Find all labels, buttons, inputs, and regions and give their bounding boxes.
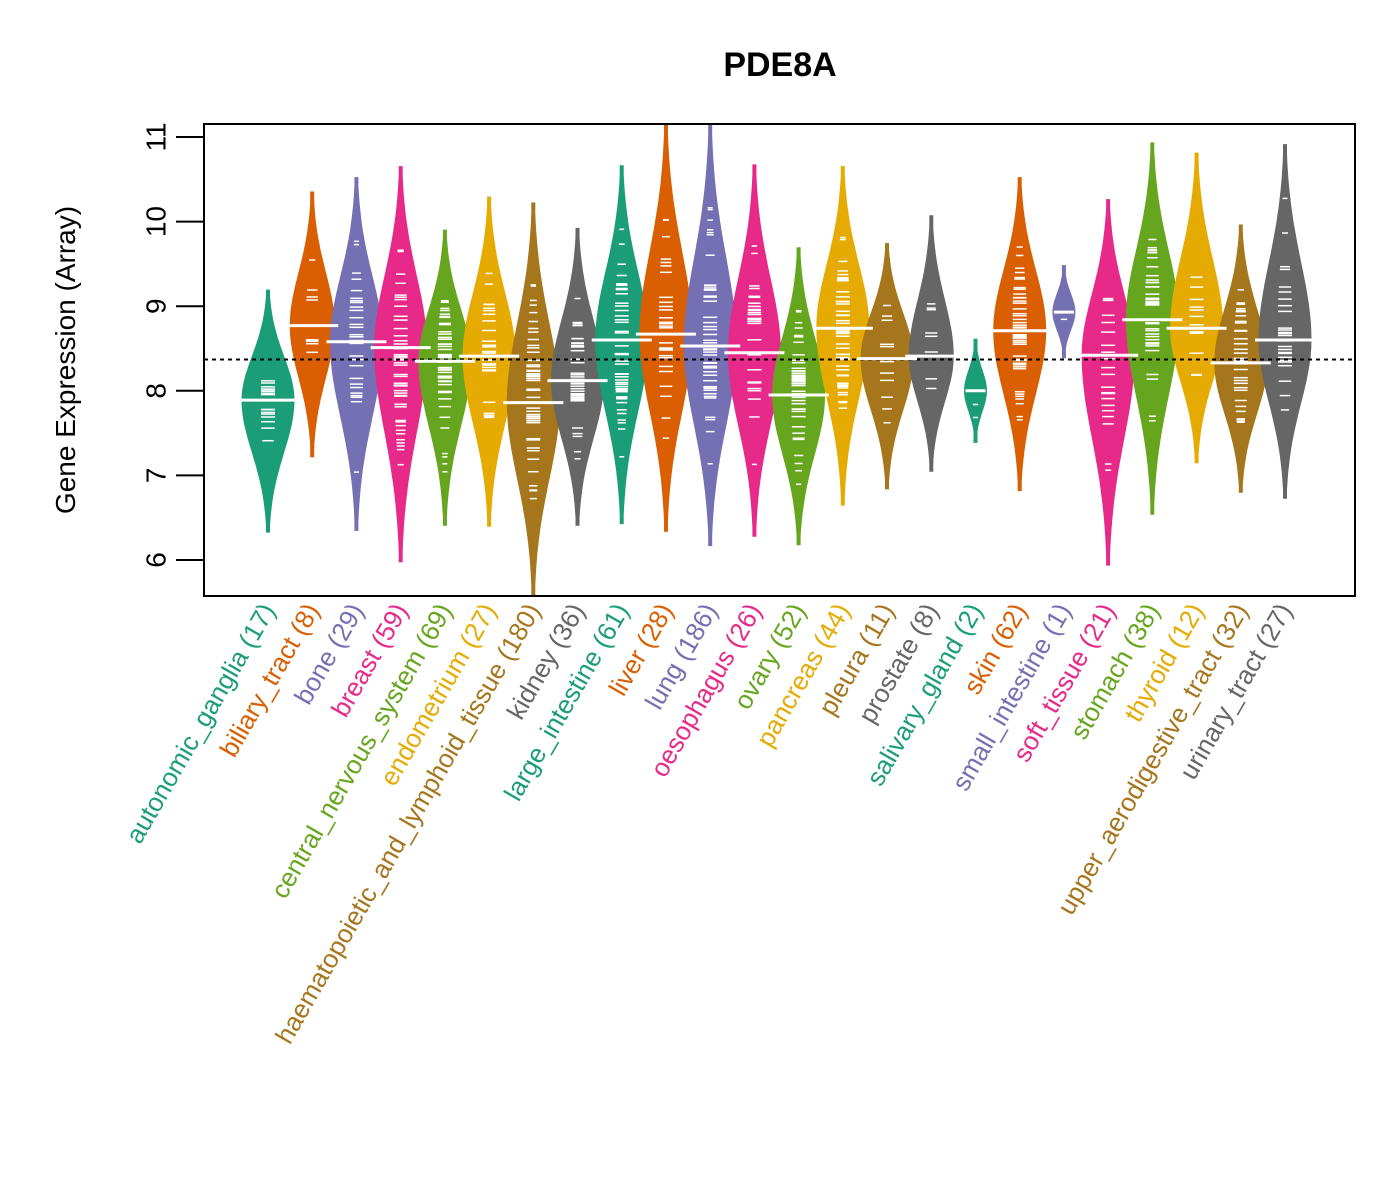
violin-soft_tissue: [1081, 199, 1135, 566]
y-axis-label: Gene Expression (Array): [50, 206, 81, 514]
violin-body: [330, 177, 383, 531]
violin-body: [727, 164, 781, 537]
violin-stomach: [1125, 142, 1179, 515]
violin-body: [1081, 199, 1135, 566]
violin-oesophagus: [727, 164, 781, 537]
y-tick-label: 11: [140, 122, 171, 151]
violin-breast: [374, 166, 428, 563]
violin-liver: [639, 123, 693, 532]
violin-body: [241, 289, 295, 533]
violin-pleura: [860, 243, 914, 490]
violin-bone: [330, 177, 383, 531]
violin-kidney: [551, 227, 604, 526]
violin-prostate: [908, 215, 954, 472]
violin-urinary_tract: [1258, 144, 1312, 499]
y-tick-label: 10: [140, 206, 171, 237]
y-tick-label: 7: [140, 468, 171, 484]
plot-frame: [203, 123, 1356, 597]
y-tick-label: 6: [140, 552, 171, 568]
median-group: [238, 310, 1315, 405]
violin-autonomic_ganglia: [241, 289, 295, 533]
y-tick-label: 8: [140, 383, 171, 399]
violin-upper_aerodigestive_tract: [1214, 224, 1268, 493]
x-axis-labels: autonomic_ganglia (17)biliary_tract (8)b…: [119, 598, 1298, 1049]
violin-body: [374, 166, 428, 563]
violin-thyroid: [1170, 152, 1223, 464]
violin-body: [506, 202, 560, 596]
violin-large_intestine: [595, 165, 649, 525]
violin-body: [462, 196, 516, 527]
violin-lung: [683, 123, 737, 547]
violin-pancreas: [816, 166, 870, 506]
y-axis: 6 7 8 9 10 11: [140, 122, 204, 568]
violin-skin: [993, 177, 1047, 492]
y-tick-label: 9: [140, 298, 171, 314]
violin-body: [595, 165, 649, 525]
chart-title: PDE8A: [723, 46, 836, 84]
violin-body: [908, 215, 954, 472]
violin-body: [1258, 144, 1312, 499]
violin-central_nervous_system: [418, 229, 472, 526]
violin-body: [1170, 152, 1223, 464]
violin-haematopoietic_and_lymphoid_tissue: [506, 202, 560, 596]
violin-body: [860, 243, 914, 490]
